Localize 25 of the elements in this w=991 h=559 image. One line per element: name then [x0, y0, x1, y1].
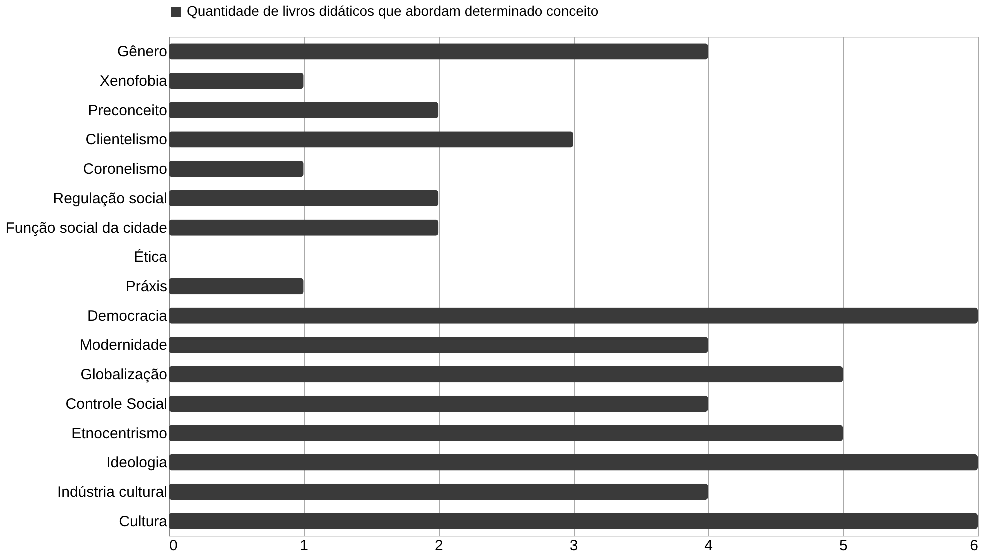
y-tick-label: Ideologia	[106, 454, 168, 472]
x-tick-label: 1	[300, 538, 309, 554]
y-tick-label: Etnocentrismo	[72, 425, 168, 442]
y-tick-label: Modernidade	[80, 337, 168, 354]
y-tick-label: Coronelismo	[83, 161, 168, 178]
x-tick-label: 3	[570, 538, 578, 554]
y-tick-label: Democracia	[87, 308, 168, 325]
y-tick-label: Função social da cidade	[6, 220, 168, 237]
y-tick-label: Gênero	[117, 44, 168, 61]
y-tick-label: Ética	[134, 248, 168, 266]
x-tick-label: 4	[704, 538, 714, 554]
y-tick-label: Controle Social	[66, 396, 168, 413]
y-tick-label: Cultura	[119, 513, 168, 530]
y-tick-label: Xenofobia	[100, 73, 168, 90]
legend-label: Quantidade de livros didáticos que abordam determinado conceito	[187, 3, 599, 19]
y-tick-label: Globalização	[80, 366, 168, 384]
y-tick-label: Práxis	[126, 278, 168, 296]
x-tick-label: 2	[434, 538, 444, 554]
x-tick-label: 5	[839, 538, 848, 554]
x-tick-label: 0	[170, 538, 178, 554]
y-tick-label: Clientelismo	[86, 132, 168, 149]
y-tick-label: Regulação social	[53, 190, 168, 208]
x-tick-label: 6	[970, 538, 978, 554]
y-tick-label: Preconceito	[88, 102, 168, 120]
y-tick-label: Indústria cultural	[57, 484, 168, 501]
